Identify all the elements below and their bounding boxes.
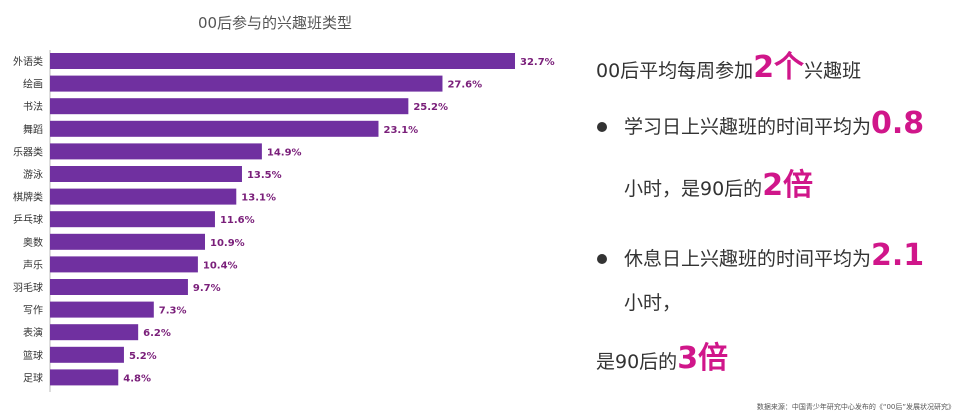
bar-8 [50, 233, 205, 250]
bar-10 [50, 279, 188, 295]
bar-4 [50, 143, 262, 160]
weekday-number: 0.8 [871, 106, 925, 141]
category-label: 书法 [23, 100, 43, 113]
rest-compare-text: 是90后的 [596, 351, 678, 373]
bullet-icon [597, 122, 607, 132]
category-label: 篮球 [23, 349, 43, 362]
bar-7 [50, 211, 215, 228]
category-label: 游泳 [23, 168, 43, 181]
category-label: 声乐 [23, 258, 43, 271]
bar-chart: 外语类 32.7% 绘画 27.6% 书法 25.2% 舞蹈 23.1% 乐器类 14.9% 游泳 1… [13, 50, 555, 392]
category-label: 外语类 [13, 55, 43, 68]
value-label: 23.1% [383, 125, 418, 136]
headline-pre: 00后平均每周参加 [596, 60, 754, 82]
category-label: 绘画 [23, 78, 43, 91]
bar-6 [50, 188, 237, 205]
value-label: 10.4% [203, 260, 238, 271]
bar-14 [50, 369, 119, 386]
source-note: 数据来源：中国青少年研究中心发布的《“00后”发展状况研究》 [756, 403, 955, 411]
bar-2 [50, 98, 409, 115]
value-label: 11.6% [220, 215, 255, 226]
weekday-text: 学习日上兴趣班的时间平均为 [624, 116, 872, 138]
bar-12 [50, 324, 139, 341]
bar-5 [50, 166, 242, 182]
value-label: 27.6% [447, 80, 482, 91]
value-label: 9.7% [193, 283, 221, 294]
headline-number: 2个 [753, 50, 805, 85]
category-label: 表演 [23, 326, 43, 339]
value-label: 13.5% [247, 170, 282, 181]
headline-post: 兴趣班 [804, 60, 862, 82]
value-label: 5.2% [129, 351, 157, 362]
weekday-compare-text: 小时，是90后的 [624, 178, 763, 200]
bar-1 [50, 75, 443, 92]
value-label: 25.2% [413, 102, 448, 113]
value-label: 7.3% [159, 306, 187, 317]
value-label: 13.1% [241, 193, 276, 204]
rest-multiplier: 3倍 [677, 341, 729, 376]
category-label: 棋牌类 [13, 191, 43, 204]
category-label: 羽毛球 [13, 281, 43, 294]
value-label: 4.8% [123, 373, 151, 384]
bar-3 [50, 120, 379, 137]
weekday-compare: 小时，是90后的2倍 [624, 160, 813, 204]
bar-0 [50, 53, 515, 69]
value-label: 6.2% [143, 328, 171, 339]
bar-11 [50, 301, 154, 318]
value-label: 10.9% [210, 238, 245, 249]
bullet-icon [597, 254, 607, 264]
category-label: 奥数 [23, 236, 43, 249]
chart-title: 00后参与的兴趣班类型 [197, 14, 353, 32]
weekday-stat: 学习日上兴趣班的时间平均为0.8 [624, 106, 924, 141]
rest-number: 2.1 [871, 238, 925, 273]
bar-9 [50, 256, 198, 273]
rest-stat: 休息日上兴趣班的时间平均为2.1 [624, 238, 924, 273]
category-label: 足球 [23, 371, 43, 384]
category-label: 舞蹈 [23, 124, 43, 136]
category-label: 写作 [23, 305, 43, 317]
bar-13 [50, 346, 124, 363]
category-label: 乒乓球 [13, 213, 43, 226]
value-label: 32.7% [520, 57, 555, 68]
rest-compare: 是90后的3倍 [596, 333, 728, 377]
rest-text: 休息日上兴趣班的时间平均为 [624, 248, 872, 270]
rest-hours: 小时， [624, 292, 682, 314]
weekday-multiplier: 2倍 [762, 168, 814, 203]
category-label: 乐器类 [13, 145, 43, 158]
value-label: 14.9% [267, 147, 302, 158]
headline: 00后平均每周参加2个兴趣班 [596, 42, 861, 86]
